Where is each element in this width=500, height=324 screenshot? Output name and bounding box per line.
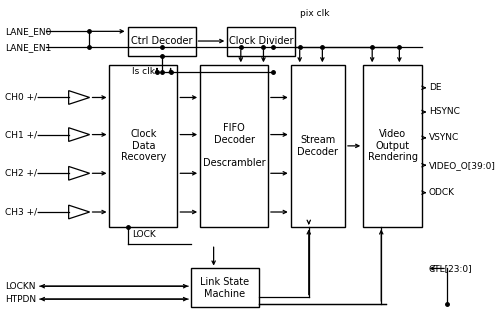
Bar: [128, 27, 196, 55]
Bar: [200, 65, 268, 226]
Text: Video
Output
Rendering: Video Output Rendering: [368, 129, 418, 162]
Text: Clock Divider: Clock Divider: [229, 36, 294, 46]
Text: CTL[23:0]: CTL[23:0]: [429, 264, 472, 273]
Text: Clock
Data
Recovery: Clock Data Recovery: [121, 129, 166, 162]
Text: LANE_EN1: LANE_EN1: [5, 43, 52, 52]
Text: HTPDN: HTPDN: [5, 295, 36, 304]
Text: CH0 +/-: CH0 +/-: [5, 93, 41, 102]
Text: FIFO
Decoder

Descrambler: FIFO Decoder Descrambler: [202, 123, 266, 168]
Text: LOCKN: LOCKN: [5, 282, 36, 291]
Text: pix clk: pix clk: [300, 9, 329, 18]
Text: CH1 +/-: CH1 +/-: [5, 130, 41, 139]
Text: Stream
Decoder: Stream Decoder: [298, 135, 339, 157]
Bar: [110, 65, 178, 226]
Text: VIDEO_O[39:0]: VIDEO_O[39:0]: [429, 161, 496, 170]
Text: CH3 +/-: CH3 +/-: [5, 207, 41, 216]
Text: ls clk: ls clk: [132, 67, 155, 76]
Bar: [363, 65, 422, 226]
Text: HSYNC: HSYNC: [429, 108, 460, 117]
Text: ODCK: ODCK: [429, 188, 455, 197]
Text: LANE_EN0: LANE_EN0: [5, 27, 52, 36]
Text: VSYNC: VSYNC: [429, 133, 459, 142]
Bar: [191, 269, 259, 307]
Text: DE: DE: [429, 83, 442, 92]
Bar: [290, 65, 345, 226]
Text: CH2 +/-: CH2 +/-: [5, 169, 41, 178]
Text: LOCK: LOCK: [132, 230, 156, 239]
Text: Link State
Machine: Link State Machine: [200, 277, 250, 299]
Bar: [227, 27, 295, 55]
Text: Ctrl Decoder: Ctrl Decoder: [131, 36, 192, 46]
